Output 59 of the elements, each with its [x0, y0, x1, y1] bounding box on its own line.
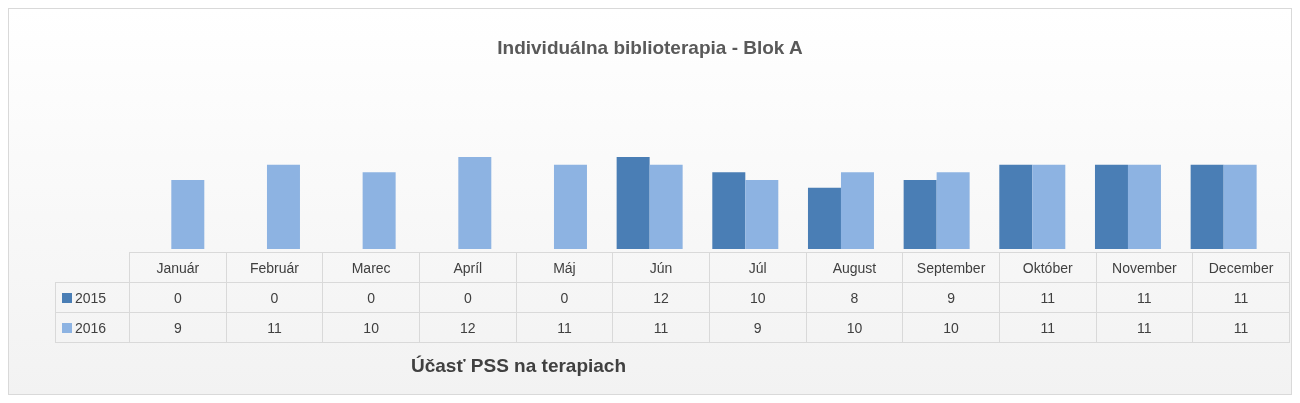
- data-label: 11: [999, 282, 1097, 313]
- bar: [712, 172, 746, 249]
- data-label: 8: [806, 282, 903, 313]
- bar: [553, 164, 587, 249]
- data-label: 10: [709, 282, 807, 313]
- x-tick-label: Máj: [516, 252, 613, 283]
- data-label: 11: [1192, 282, 1290, 313]
- x-axis-title: Účasť PSS na terapiach: [411, 355, 627, 377]
- data-label: 0: [516, 282, 613, 313]
- x-tick-label: November: [1096, 252, 1193, 283]
- bar: [745, 180, 779, 249]
- data-label: 10: [902, 312, 1000, 343]
- data-label: 11: [1192, 312, 1290, 343]
- data-label: 10: [806, 312, 903, 343]
- x-tick-label: Apríl: [419, 252, 517, 283]
- data-label: 11: [516, 312, 613, 343]
- bar: [936, 172, 970, 249]
- data-label: 12: [419, 312, 517, 343]
- bar: [807, 187, 841, 249]
- legend-label: 2015: [55, 282, 130, 313]
- data-label: 0: [226, 282, 323, 313]
- bar: [1190, 164, 1224, 249]
- bar: [616, 157, 650, 249]
- data-label: 11: [1096, 312, 1193, 343]
- data-label: 12: [612, 282, 710, 313]
- x-tick-label: Júl: [709, 252, 807, 283]
- x-tick-label: September: [902, 252, 1000, 283]
- bar: [362, 172, 396, 249]
- bar: [840, 172, 874, 249]
- legend-label: 2016: [55, 312, 130, 343]
- bar: [1127, 164, 1161, 249]
- bar: [1223, 164, 1257, 249]
- x-tick-label: August: [806, 252, 903, 283]
- data-label: 11: [612, 312, 710, 343]
- chart-title: Individuálna biblioterapia - Blok A: [496, 37, 804, 59]
- bar: [1032, 164, 1066, 249]
- x-tick-label: Jún: [612, 252, 710, 283]
- data-label: 11: [999, 312, 1097, 343]
- bar: [1094, 164, 1128, 249]
- data-label: 0: [322, 282, 420, 313]
- data-label: 9: [902, 282, 1000, 313]
- x-tick-label: Január: [129, 252, 227, 283]
- bar: [266, 164, 300, 249]
- bar: [999, 164, 1033, 249]
- x-tick-label: Október: [999, 252, 1097, 283]
- data-label: 0: [419, 282, 517, 313]
- data-label: 11: [226, 312, 323, 343]
- bar: [171, 180, 205, 249]
- bar: [458, 157, 492, 249]
- data-label: 10: [322, 312, 420, 343]
- data-label: 9: [129, 312, 227, 343]
- data-label: 9: [709, 312, 807, 343]
- bar: [903, 180, 937, 249]
- x-tick-label: December: [1192, 252, 1290, 283]
- x-tick-label: Február: [226, 252, 323, 283]
- data-label: 0: [129, 282, 227, 313]
- bar: [649, 164, 683, 249]
- data-label: 11: [1096, 282, 1193, 313]
- x-tick-label: Marec: [322, 252, 420, 283]
